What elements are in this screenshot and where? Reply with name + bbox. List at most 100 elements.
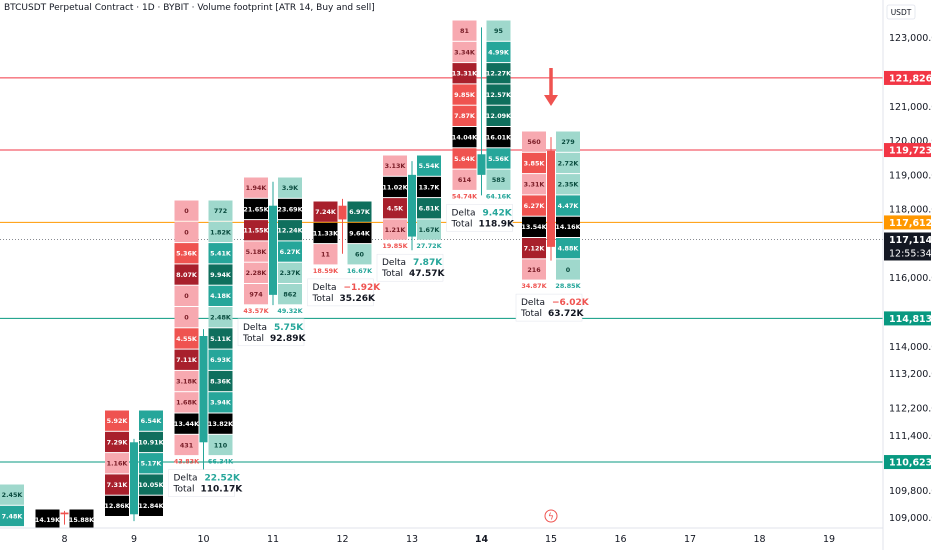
sell-cell	[452, 41, 477, 63]
buy-cell-label: 1.67K	[419, 226, 441, 234]
time-tick-label: 11	[267, 534, 279, 545]
buy-total: 64.16K	[486, 192, 512, 200]
sell-cell	[452, 148, 477, 169]
sell-cell-label: 14.04K	[452, 133, 478, 141]
level-price-tag	[884, 311, 931, 326]
sell-cell-label: 7.12K	[524, 244, 546, 252]
sell-cell	[174, 243, 199, 264]
level-price-label: 117,612.5	[889, 218, 932, 229]
currency-badge[interactable]	[886, 4, 916, 20]
sell-cell-label: 0	[184, 207, 189, 215]
buy-cell	[139, 495, 163, 516]
buy-cell-label: 6.93K	[210, 356, 232, 364]
sell-cell-label: 6.27K	[524, 202, 546, 210]
buy-cell	[278, 220, 302, 241]
sell-cell-label: 11	[321, 251, 330, 259]
sell-cell	[174, 392, 199, 413]
delta-value: 5.75K	[274, 323, 304, 333]
sell-cell	[105, 431, 129, 453]
buy-cell	[208, 264, 233, 285]
sell-cell	[174, 434, 199, 456]
sell-cell-label: 4.5K	[387, 205, 404, 213]
total-value: 118.9K	[479, 219, 515, 229]
sell-cell	[35, 509, 60, 530]
buy-cell	[278, 262, 302, 283]
candle-body	[199, 336, 208, 443]
candle-body	[338, 205, 347, 220]
sell-total: 43.83K	[174, 458, 200, 466]
buy-total: 27.72K	[416, 242, 442, 250]
currency-label: USDT	[891, 8, 912, 17]
buy-cell-label: 60	[355, 251, 364, 259]
buy-cell	[486, 105, 511, 126]
current-price-label: 117,114.9	[889, 235, 932, 246]
price-tick-label: 118,000.0	[889, 205, 932, 216]
sell-cell-label: 13.44K	[174, 420, 200, 428]
buy-total: 16.67K	[347, 267, 373, 275]
buy-cell-label: 7.48K	[2, 512, 24, 520]
level-price-label: 119,723.3	[889, 146, 932, 157]
sell-cell	[522, 131, 546, 152]
time-tick-label: 16	[614, 534, 626, 545]
event-icon-glyph: ϟ	[548, 513, 554, 523]
buy-cell	[208, 434, 233, 456]
buy-cell	[0, 505, 24, 527]
price-tick-label: 109,800.0	[889, 486, 932, 497]
buy-cell-label: 13.7K	[419, 183, 441, 191]
time-tick-label: 14	[475, 534, 489, 545]
delta-label: Delta	[313, 283, 337, 293]
buy-cell-label: 15.88K	[69, 516, 95, 524]
event-icon[interactable]	[544, 509, 558, 523]
buy-cell-label: 1.82K	[210, 228, 232, 236]
sell-cell-label: 3.85K	[524, 159, 546, 167]
buy-cell-label: 23.69K	[277, 205, 303, 213]
sell-cell	[174, 349, 199, 370]
sell-cell-label: 8.07K	[176, 271, 198, 279]
total-value: 47.57K	[409, 269, 445, 279]
buy-cell-label: 12.57K	[486, 91, 512, 99]
buy-cell	[556, 216, 580, 237]
buy-cell	[0, 484, 24, 505]
buy-cell-label: 862	[283, 290, 296, 298]
candle-body	[60, 512, 69, 515]
buy-cell	[486, 84, 511, 105]
sell-cell	[174, 221, 199, 243]
time-axis-bg	[0, 528, 932, 550]
buy-cell-label: 3.9K	[282, 184, 299, 192]
time-axis[interactable]: 8 9 10 11 12 13 14 15 16 17 18 19 ϟ	[0, 509, 932, 550]
sell-cell	[383, 219, 407, 240]
delta-value: −1.92K	[344, 283, 382, 293]
sell-cell	[452, 63, 477, 84]
buy-cell	[208, 392, 233, 413]
sell-cell	[174, 413, 199, 434]
sell-cell-label: 3.31K	[524, 181, 546, 189]
sell-cell-label: 5.64K	[454, 155, 476, 163]
buy-cell	[208, 349, 233, 370]
price-tick-label: 109,000.0	[889, 513, 932, 524]
level-price-tag	[884, 70, 931, 85]
sell-cell-label: 4.55K	[176, 335, 198, 343]
sell-cell-label: 7.31K	[107, 481, 129, 489]
sell-cell-label: 1.21K	[385, 226, 407, 234]
buy-cell-label: 5.54K	[419, 162, 441, 170]
total-value: 110.17K	[201, 485, 244, 495]
buy-cell-label: 9.64K	[349, 229, 371, 237]
price-axis[interactable]: USDT 123,000.0 121,000.0 120,000.0 119,000.0…	[882, 0, 932, 550]
sell-cell-label: 81	[460, 27, 469, 35]
candles	[60, 27, 555, 525]
sell-cell-label: 9.85K	[454, 91, 476, 99]
buy-cell-label: 5.11K	[210, 335, 232, 343]
delta-label: Delta	[521, 298, 545, 308]
buy-cell-label: 2.72K	[558, 159, 580, 167]
buy-cell	[278, 241, 302, 262]
sell-cell	[522, 216, 546, 237]
buy-cell-label: 4.88K	[558, 244, 580, 252]
candle-body	[269, 205, 277, 295]
sell-cell	[522, 259, 546, 280]
buy-cell-label: 5.17K	[141, 460, 163, 468]
buy-cell	[208, 200, 233, 221]
buy-cell	[208, 243, 233, 264]
buy-cell	[486, 127, 511, 148]
buy-cell	[208, 370, 233, 392]
